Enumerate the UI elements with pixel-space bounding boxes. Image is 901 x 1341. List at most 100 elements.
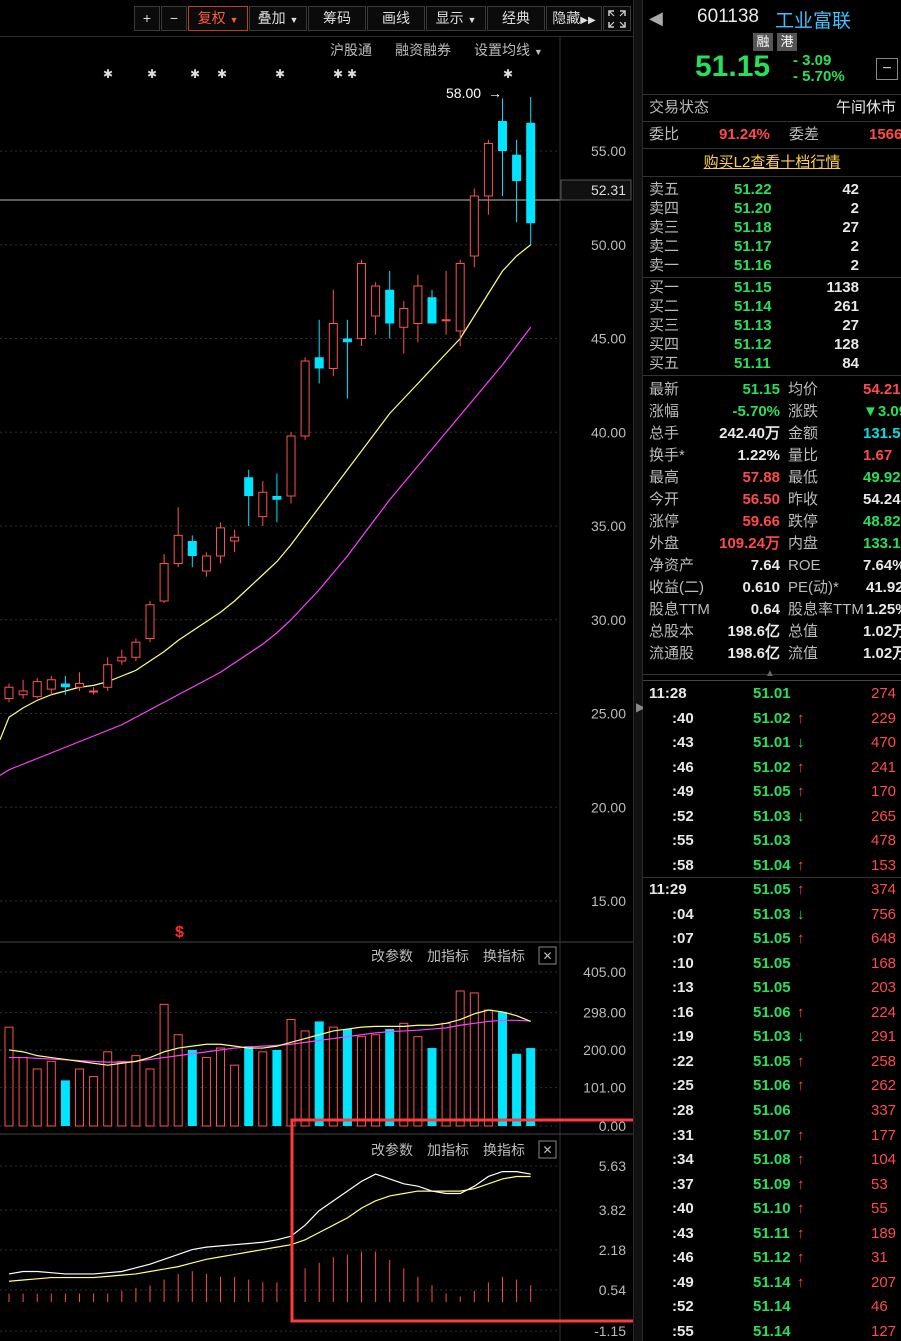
sell-price: 51.22 xyxy=(734,181,772,198)
zoom-out-button[interactable]: − xyxy=(161,6,187,31)
panel-divider[interactable]: ▶ xyxy=(633,0,646,1341)
display-dropdown[interactable]: 显示 ▼ xyxy=(426,6,486,31)
fuquan-dropdown[interactable]: 复权 ▼ xyxy=(188,6,248,31)
macd-edit-params-button[interactable]: 改参数 xyxy=(371,1142,413,1158)
high-arrow-icon: → xyxy=(488,85,502,101)
tick-price: 51.03 xyxy=(753,832,791,850)
buy-order-row[interactable]: 买三 51.13 27 xyxy=(643,316,901,335)
draw-line-button[interactable]: 画线 xyxy=(367,6,425,31)
divider xyxy=(643,680,901,681)
prev-stock-icon[interactable]: ◀ xyxy=(649,8,663,28)
stat-label: 最新 xyxy=(649,381,680,398)
stat-label: 总股本 xyxy=(649,623,695,640)
tick-price: 51.10 xyxy=(753,1200,791,1218)
event-marker: ✱ xyxy=(503,67,513,81)
buy-order-row[interactable]: 买一 51.15 1138 xyxy=(643,278,901,297)
sell-order-row[interactable]: 卖五 51.22 42 xyxy=(643,180,901,199)
sell-order-row[interactable]: 卖四 51.20 2 xyxy=(643,199,901,218)
stock-name[interactable]: 工业富联 xyxy=(775,11,852,32)
macd-add-indicator-button[interactable]: 加指标 xyxy=(427,1142,469,1158)
tick-price: 51.05 xyxy=(753,1052,791,1070)
hugutong-link[interactable]: 沪股通 xyxy=(330,42,372,58)
macd-tick-label: 0.54 xyxy=(599,1282,626,1298)
macd-switch-indicator-button[interactable]: 换指标 xyxy=(483,1142,525,1158)
sell-order-row[interactable]: 卖三 51.18 27 xyxy=(643,218,901,237)
chart-area[interactable]: + − 复权 ▼ 叠加 ▼ 筹码 画线 显示 ▼ 经典 隐藏▶▶ 沪股通 融资融… xyxy=(0,0,633,1341)
volume-bar-down xyxy=(272,1049,282,1126)
candles xyxy=(4,97,536,703)
vol-edit-params-button[interactable]: 改参数 xyxy=(371,948,413,964)
tick-volume: 265 xyxy=(871,807,897,825)
tick-time: :07 xyxy=(672,930,694,948)
classic-button[interactable]: 经典 xyxy=(487,6,545,31)
tick-row: 11:28 51.01 274 xyxy=(643,682,901,706)
kline-chart[interactable]: 55.00 50.00 45.00 40.00 35.00 30.00 25.00 20.00… xyxy=(0,0,633,1341)
tick-volume: 55 xyxy=(871,1200,888,1218)
vol-switch-indicator-button[interactable]: 换指标 xyxy=(483,948,525,964)
divider xyxy=(643,121,901,122)
stat-label: 内盘 xyxy=(788,535,819,552)
arrow-up-icon: ↑ xyxy=(797,1200,805,1218)
volume-bars xyxy=(4,990,536,1127)
event-marker: ✱ xyxy=(275,67,285,81)
event-marker: ✱ xyxy=(217,67,227,81)
divider xyxy=(643,877,901,878)
tick-price: 51.14 xyxy=(753,1273,791,1291)
stat-row: 最高 57.88 最低 49.92 xyxy=(643,467,901,489)
volume-bar-down xyxy=(244,1046,254,1126)
tick-time: :31 xyxy=(672,1126,694,1144)
tick-time: :55 xyxy=(672,832,694,850)
price-tick-label: 55.00 xyxy=(591,143,626,159)
sell-order-row[interactable]: 卖二 51.17 2 xyxy=(643,237,901,256)
buy-level-label: 买五 xyxy=(649,355,680,372)
stat-label: 总手 xyxy=(649,425,680,442)
stat-label: PE(动)* xyxy=(788,579,839,596)
buy-order-row[interactable]: 买四 51.12 128 xyxy=(643,335,901,354)
sell-price: 51.20 xyxy=(734,200,772,217)
hide-button[interactable]: 隐藏▶▶ xyxy=(546,6,602,31)
volume-bar-up xyxy=(173,1034,183,1127)
candle-body-up xyxy=(89,690,99,693)
stat-label: 最高 xyxy=(649,469,680,486)
l2-upgrade-link[interactable]: 购买L2查看十档行情 xyxy=(703,154,841,171)
stat-value: 54.21 xyxy=(863,381,901,398)
price-gridlines xyxy=(0,150,560,902)
stat-label: 流通股 xyxy=(649,645,695,662)
macd-dif-line xyxy=(8,1171,531,1275)
volume-bar-down xyxy=(512,1053,522,1126)
arrow-down-icon: ↓ xyxy=(797,905,805,923)
tick-price: 51.06 xyxy=(753,1101,791,1119)
sell-level-label: 卖一 xyxy=(649,257,680,274)
overlay-dropdown[interactable]: 叠加 ▼ xyxy=(249,6,307,31)
divider xyxy=(643,148,901,149)
set-ma-dropdown[interactable]: 设置均线 ▼ xyxy=(474,40,543,60)
zoom-in-button[interactable]: + xyxy=(134,6,160,31)
collapse-button[interactable]: − xyxy=(876,58,898,80)
stat-value: ▼3.09 xyxy=(863,403,901,420)
volume-bar-up xyxy=(328,1026,338,1127)
fullscreen-button[interactable] xyxy=(603,6,631,31)
sell-price: 51.18 xyxy=(734,219,772,236)
stat-label: 金额 xyxy=(788,425,819,442)
vol-add-indicator-button[interactable]: 加指标 xyxy=(427,948,469,964)
buy-order-row[interactable]: 买二 51.14 261 xyxy=(643,297,901,316)
tick-time: 11:28 xyxy=(649,685,687,702)
chips-button[interactable]: 筹码 xyxy=(308,6,366,31)
dropdown-caret-icon: ▼ xyxy=(467,15,477,25)
collapse-arrow-icon[interactable]: ▶ xyxy=(636,700,646,714)
stat-value: 131.50亿 xyxy=(863,425,901,442)
display-label: 显示 xyxy=(435,10,464,26)
buy-order-row[interactable]: 买五 51.11 84 xyxy=(643,354,901,373)
tick-row: :52 51.14 46 xyxy=(643,1295,901,1319)
margin-trading-link[interactable]: 融资融券 xyxy=(395,42,451,58)
expand-caret-icon[interactable]: ▲ xyxy=(765,668,775,679)
macd-close-button[interactable] xyxy=(538,1140,557,1159)
tick-price: 51.14 xyxy=(753,1298,791,1316)
tick-time: :46 xyxy=(672,758,694,776)
current-price-tag xyxy=(560,179,632,201)
tick-price: 51.14 xyxy=(753,1322,791,1340)
stat-label: 外盘 xyxy=(649,535,680,552)
vol-close-button[interactable] xyxy=(538,946,557,965)
sell-order-row[interactable]: 卖一 51.16 2 xyxy=(643,256,901,275)
stat-row: 涨幅 -5.70% 涨跌 ▼3.09 xyxy=(643,401,901,423)
